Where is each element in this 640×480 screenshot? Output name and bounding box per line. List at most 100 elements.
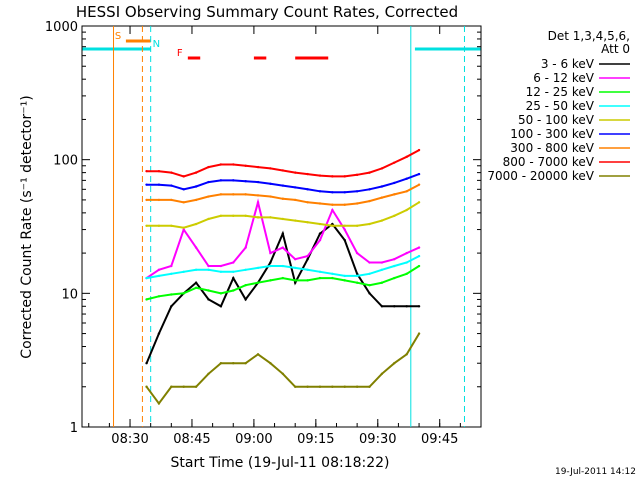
- data-point: [269, 182, 272, 185]
- data-point: [194, 385, 198, 388]
- flag-label: S: [115, 31, 121, 42]
- data-point: [355, 281, 359, 284]
- data-point: [182, 385, 185, 388]
- data-point: [281, 276, 285, 280]
- flag-label: F: [177, 48, 183, 59]
- data-point: [157, 224, 161, 228]
- data-point: [331, 222, 334, 226]
- data-point: [393, 258, 396, 261]
- data-point: [355, 190, 359, 193]
- data-point: [405, 251, 408, 255]
- data-point: [182, 292, 185, 295]
- data-point: [417, 148, 421, 152]
- data-point: [318, 190, 322, 193]
- data-point: [244, 180, 247, 183]
- legend-label: 100 - 300 keV: [510, 127, 594, 141]
- data-point: [256, 216, 260, 219]
- data-point: [269, 216, 272, 219]
- data-point: [417, 172, 421, 176]
- data-point: [293, 385, 297, 388]
- data-point: [306, 279, 309, 282]
- data-point: [256, 266, 260, 270]
- data-point: [281, 197, 285, 200]
- data-point: [157, 198, 161, 202]
- data-point: [405, 272, 408, 276]
- data-point: [219, 163, 223, 166]
- data-point: [219, 292, 223, 295]
- data-point: [269, 279, 272, 282]
- data-point: [207, 195, 210, 198]
- legend-label: 25 - 50 keV: [526, 99, 595, 113]
- data-point: [393, 193, 396, 196]
- data-point: [380, 268, 384, 271]
- data-point: [380, 219, 384, 222]
- data-point: [343, 203, 346, 206]
- data-point: [355, 272, 359, 276]
- data-point: [405, 353, 408, 356]
- data-point: [269, 195, 272, 198]
- data-point: [269, 362, 272, 365]
- data-point: [417, 246, 421, 249]
- data-point: [355, 274, 359, 278]
- data-point: [145, 298, 148, 301]
- x-tick-label: 08:45: [173, 432, 210, 447]
- data-point: [417, 264, 421, 268]
- data-point: [182, 175, 185, 178]
- data-point: [306, 268, 309, 271]
- data-point: [232, 289, 235, 292]
- data-point: [170, 198, 173, 202]
- data-point: [393, 264, 396, 268]
- data-point: [207, 298, 210, 301]
- data-point: [219, 270, 223, 273]
- legend-header-detectors: Det 1,3,4,5,6,: [548, 29, 630, 43]
- data-point: [145, 362, 148, 365]
- data-point: [343, 175, 346, 178]
- data-point: [269, 167, 272, 170]
- y-tick-label: 10: [61, 287, 78, 302]
- data-point: [244, 362, 247, 365]
- data-point: [207, 165, 210, 169]
- data-point: [256, 353, 260, 356]
- data-point: [355, 251, 359, 255]
- data-point: [343, 385, 346, 388]
- data-point: [405, 155, 408, 159]
- data-point: [170, 293, 173, 296]
- data-point: [318, 276, 322, 280]
- data-point: [157, 268, 161, 271]
- data-point: [182, 226, 185, 229]
- data-point: [417, 201, 421, 204]
- data-point: [293, 198, 297, 202]
- data-point: [207, 264, 210, 268]
- data-point: [318, 270, 322, 273]
- x-tick-label: 09:45: [421, 432, 458, 447]
- data-point: [380, 372, 384, 376]
- plot-area: [81, 25, 482, 428]
- data-point: [232, 179, 235, 182]
- data-point: [170, 224, 173, 228]
- data-point: [145, 276, 148, 280]
- data-point: [194, 222, 198, 226]
- data-point: [368, 199, 371, 203]
- data-point: [355, 202, 359, 205]
- data-point: [393, 276, 396, 280]
- x-tick-label: 08:30: [111, 432, 148, 447]
- series-group: [145, 148, 421, 406]
- x-tick-label: 09:00: [235, 432, 272, 447]
- data-point: [182, 270, 185, 273]
- legend-label: 3 - 6 keV: [541, 57, 595, 71]
- data-point: [380, 261, 384, 264]
- data-point: [393, 362, 396, 365]
- data-point: [306, 385, 309, 388]
- data-point: [157, 402, 161, 405]
- data-point: [281, 217, 285, 221]
- data-point: [219, 264, 223, 268]
- data-point: [244, 298, 247, 301]
- data-point: [380, 167, 384, 170]
- data-point: [306, 201, 309, 204]
- x-tick-label: 09:15: [297, 432, 334, 447]
- data-point: [244, 193, 247, 196]
- data-point: [207, 268, 210, 271]
- data-point: [331, 175, 334, 178]
- data-point: [281, 264, 285, 268]
